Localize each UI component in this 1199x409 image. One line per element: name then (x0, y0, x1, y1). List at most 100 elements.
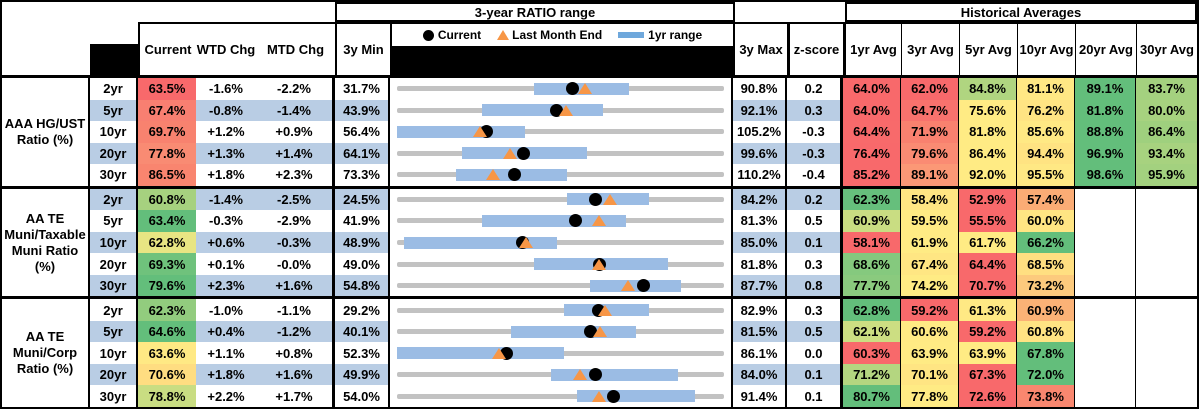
30yr-avg-cell-empty (1136, 188, 1197, 211)
range-chart (390, 274, 733, 297)
3y-max-cell: 99.6% (733, 142, 787, 165)
30yr-avg-cell: 86.4% (1136, 121, 1197, 143)
5yr-avg-cell: 61.3% (959, 299, 1017, 321)
3y-min-cell: 54.0% (335, 385, 390, 407)
table-row: 30yr 79.6% +2.3% +1.6% 54.8% 87.7% 0.8 7… (90, 274, 1197, 297)
1yr-range-bar (482, 214, 626, 227)
chart-band-title: 3-year RATIO range (335, 2, 735, 22)
z-score-cell: -0.3 (787, 142, 843, 165)
1yr-avg-cell: 77.7% (843, 274, 901, 297)
historical-averages-title: Historical Averages (845, 2, 1197, 22)
mtd-chg-cell: +2.3% (256, 164, 335, 186)
mtd-chg-cell: -1.4% (256, 99, 335, 122)
mtd-chg-cell: +1.6% (256, 363, 335, 386)
1yr-range-bar (397, 125, 525, 138)
z-score-cell: 0.8 (787, 274, 843, 297)
3y-max-cell: 86.1% (733, 342, 787, 364)
current-value-cell: 86.5% (138, 164, 196, 186)
10yr-avg-cell: 60.0% (1017, 210, 1075, 232)
3y-max-cell: 92.1% (733, 99, 787, 122)
col-header-3y-max: 3y Max (733, 22, 787, 75)
wtd-chg-cell: -1.6% (196, 78, 256, 100)
table-row: 2yr 60.8% -1.4% -2.5% 24.5% 84.2% 0.2 62… (90, 188, 1197, 211)
3yr-avg-cell: 77.8% (901, 385, 959, 407)
3y-max-cell: 84.0% (733, 363, 787, 386)
mtd-chg-cell: +1.7% (256, 385, 335, 407)
5yr-avg-cell: 55.5% (959, 210, 1017, 232)
current-value-cell: 63.5% (138, 78, 196, 100)
3y-min-cell: 73.3% (335, 164, 390, 186)
10yr-avg-cell: 94.4% (1017, 142, 1075, 165)
5yr-avg-cell: 59.2% (959, 320, 1017, 343)
wtd-chg-cell: +0.1% (196, 253, 256, 275)
mtd-chg-cell: -0.0% (256, 253, 335, 275)
10yr-avg-cell: 73.8% (1017, 385, 1075, 407)
1yr-range-bar (511, 325, 636, 338)
z-score-cell: 0.1 (787, 363, 843, 386)
30yr-avg-cell-empty (1136, 320, 1197, 343)
col-header-20yr-avg: 20yr Avg (1075, 22, 1136, 75)
3yr-avg-cell: 61.9% (901, 231, 959, 254)
current-dot-icon (566, 82, 580, 96)
wtd-chg-cell: +1.2% (196, 121, 256, 143)
1yr-avg-cell: 58.1% (843, 231, 901, 254)
group-label: AAA HG/UST Ratio (%) (2, 78, 90, 186)
10yr-avg-cell: 68.5% (1017, 253, 1075, 275)
20yr-avg-cell-empty (1075, 320, 1136, 343)
tenor-label: 5yr (90, 320, 138, 343)
tenor-label: 2yr (90, 299, 138, 321)
range-track (397, 307, 724, 313)
tenor-label: 30yr (90, 274, 138, 297)
last-month-triangle-icon (602, 193, 617, 205)
current-value-cell: 62.3% (138, 299, 196, 321)
3y-min-cell: 64.1% (335, 142, 390, 165)
header-band-columns: Current WTD Chg MTD Chg 3y Min Current L… (2, 22, 1197, 78)
20yr-avg-cell-empty (1075, 385, 1136, 407)
range-chart (390, 210, 733, 232)
current-legend-dot-icon (422, 29, 434, 41)
mtd-chg-cell: -2.5% (256, 188, 335, 211)
1yr-range-bar (397, 347, 564, 360)
tenor-label: 2yr (90, 78, 138, 100)
wtd-chg-cell: +0.4% (196, 320, 256, 343)
10yr-avg-cell: 85.6% (1017, 121, 1075, 143)
mtd-chg-cell: -1.2% (256, 320, 335, 343)
3y-min-cell: 49.0% (335, 253, 390, 275)
current-dot-icon (607, 389, 621, 403)
1yr-avg-cell: 60.3% (843, 342, 901, 364)
3y-min-cell: 40.1% (335, 320, 390, 343)
table-body: AAA HG/UST Ratio (%) 2yr 63.5% -1.6% -2.… (2, 78, 1197, 408)
1yr-range-bar (403, 236, 558, 249)
range-chart (390, 164, 733, 186)
wtd-chg-cell: -1.0% (196, 299, 256, 321)
5yr-avg-cell: 75.6% (959, 99, 1017, 122)
3yr-avg-cell: 67.4% (901, 253, 959, 275)
5yr-avg-cell: 86.4% (959, 142, 1017, 165)
current-value-cell: 63.4% (138, 210, 196, 232)
10yr-avg-cell: 67.8% (1017, 342, 1075, 364)
3y-max-cell: 84.2% (733, 188, 787, 211)
col-header-3y-min: 3y Min (335, 22, 390, 75)
3y-max-cell: 81.8% (733, 253, 787, 275)
table-row: 20yr 70.6% +1.8% +1.6% 49.9% 84.0% 0.1 7… (90, 363, 1197, 386)
range-track (397, 393, 724, 399)
tenor-label: 30yr (90, 385, 138, 407)
current-dot-icon (589, 192, 603, 206)
30yr-avg-cell-empty (1136, 385, 1197, 407)
3y-min-cell: 24.5% (335, 188, 390, 211)
20yr-avg-cell: 96.9% (1075, 142, 1136, 165)
1yr-avg-cell: 71.2% (843, 363, 901, 386)
5yr-avg-cell: 67.3% (959, 363, 1017, 386)
z-score-cell: 0.1 (787, 385, 843, 407)
last-month-triangle-icon (573, 369, 588, 381)
3yr-avg-cell: 89.1% (901, 164, 959, 186)
col-header-z-score: z-score (787, 22, 843, 75)
range-track (397, 129, 724, 135)
table-row: 2yr 62.3% -1.0% -1.1% 29.2% 82.9% 0.3 62… (90, 299, 1197, 321)
group-aa-te-muni-taxable: AA TE Muni/Taxable Muni Ratio (%) 2yr 60… (2, 185, 1197, 297)
range-chart (390, 142, 733, 165)
last-month-triangle-icon (518, 237, 533, 248)
3yr-avg-cell: 64.7% (901, 99, 959, 122)
current-dot-icon (516, 146, 530, 160)
